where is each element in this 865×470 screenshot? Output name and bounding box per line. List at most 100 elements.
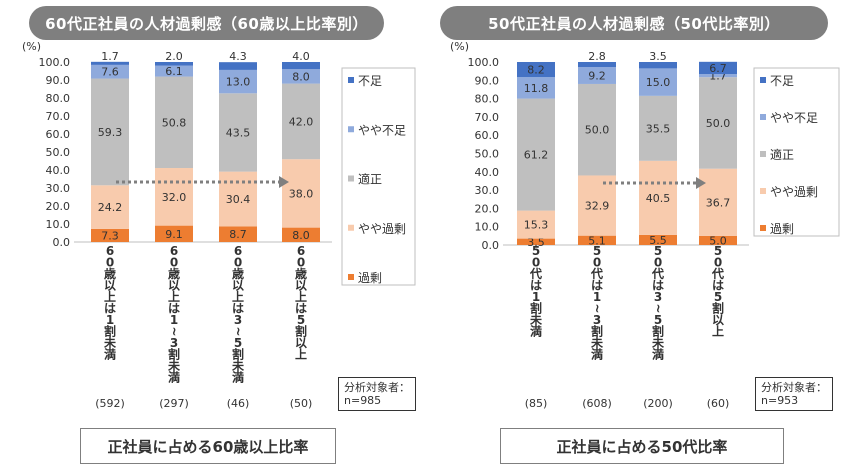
bar-segment (639, 68, 677, 96)
data-label: 8.0 (292, 229, 310, 242)
bar-segment (517, 238, 555, 245)
category-label-char: 割 (591, 324, 603, 339)
category-label-char: 3 (234, 313, 242, 327)
category-label-char: 割 (168, 347, 180, 362)
bar-segment (699, 77, 737, 169)
data-label: 5.5 (649, 234, 667, 247)
data-label: 59.3 (98, 126, 123, 139)
legend-label: やや不足 (358, 123, 406, 137)
category-label-char: 1 (593, 290, 601, 304)
bar-segment (578, 175, 616, 236)
category-label-char: ~ (651, 303, 665, 313)
category-label-char: 以 (295, 279, 307, 293)
category-label-char: 歳 (168, 266, 180, 281)
y-tick-label: 100.0 (39, 56, 71, 69)
category-label-char: 割 (295, 324, 307, 339)
data-label: 1.7 (101, 50, 119, 63)
category-label-char: 以 (104, 279, 116, 293)
category-label-char: 上 (295, 347, 307, 362)
category-label-char: ~ (231, 326, 245, 336)
bar-segment (219, 69, 257, 94)
category-label-char: は (295, 302, 307, 316)
legend-label: 適正 (770, 147, 794, 162)
legend-swatch (760, 114, 766, 120)
category-label-char: 0 (297, 256, 305, 270)
data-label: 61.2 (524, 149, 549, 162)
y-tick-label: 90.0 (46, 74, 71, 87)
category-label-char: 6 (106, 244, 114, 258)
bar-segment (578, 235, 616, 245)
y-tick-label: 10.0 (46, 218, 71, 231)
chart-1-x-axis-label: 正社員に占める60歳以上比率 (80, 428, 336, 464)
bar-segment (282, 62, 320, 70)
y-tick-label: 10.0 (475, 221, 500, 234)
category-label-char: 5 (297, 313, 305, 327)
data-label: 9.1 (165, 228, 183, 241)
y-tick-label: 0.0 (482, 239, 500, 252)
legend-label: やや過剰 (358, 222, 406, 236)
sample-count-label: (60) (707, 397, 730, 410)
bar-segment (219, 62, 257, 70)
data-label: 35.5 (646, 122, 671, 135)
sample-count-label: (200) (643, 397, 673, 410)
bar-segment (639, 234, 677, 245)
category-label-char: 割 (232, 347, 244, 362)
trend-arrow-head (696, 177, 706, 189)
category-label-char: 5 (234, 336, 242, 350)
category-label-char: 0 (170, 256, 178, 270)
y-tick-label: 50.0 (475, 148, 500, 161)
bar-segment (517, 98, 555, 211)
category-label-char: 5 (532, 244, 540, 258)
data-label: 36.7 (706, 196, 731, 209)
bar-segment (91, 61, 129, 65)
y-tick-label: 30.0 (46, 182, 71, 195)
category-label-char: は (168, 302, 180, 316)
bar-segment (578, 62, 616, 68)
category-label-char: ~ (167, 326, 181, 336)
category-label-char: ~ (590, 303, 604, 313)
legend-label: やや不足 (770, 111, 818, 125)
category-label-char: 3 (593, 313, 601, 327)
data-label: 3.5 (527, 236, 545, 249)
category-label-char: 満 (232, 370, 244, 385)
sample-count-label: (592) (95, 397, 125, 410)
category-label-char: 5 (654, 244, 662, 258)
legend-swatch (348, 77, 354, 83)
data-label: 5.0 (709, 234, 727, 247)
y-tick-label: 40.0 (46, 164, 71, 177)
legend-swatch (348, 224, 354, 231)
y-tick-label: 70.0 (46, 110, 71, 123)
category-label-char: 歳 (104, 266, 116, 281)
data-label: 42.0 (289, 115, 314, 128)
data-label: 50.0 (585, 124, 610, 137)
data-label: 32.9 (585, 200, 610, 213)
category-label-char: 5 (593, 244, 601, 258)
chart-1-title: 60代正社員の人材過剰感（60歳以上比率別） (29, 6, 384, 40)
category-label-char: は (530, 279, 542, 293)
category-label-char: は (104, 302, 116, 316)
data-label: 15.0 (646, 76, 671, 89)
bar-segment (91, 228, 129, 242)
legend-swatch (760, 151, 766, 157)
bar-segment (91, 78, 129, 186)
category-label-char: 0 (654, 256, 662, 270)
chart-1-sample-size-note: 分析対象者： n=985 (338, 377, 416, 411)
bar-segment (91, 185, 129, 229)
category-label-char: 1 (532, 290, 540, 304)
category-label-char: 以 (295, 336, 307, 350)
bar-segment (578, 67, 616, 84)
data-label: 50.8 (162, 116, 187, 129)
category-label-char: 割 (652, 324, 664, 339)
category-label-char: 代 (529, 266, 542, 281)
bar-segment (155, 76, 193, 169)
category-label-char: は (712, 279, 724, 293)
y-tick-label: 80.0 (475, 93, 500, 106)
legend-swatch (760, 188, 766, 194)
y-tick-label: 40.0 (475, 166, 500, 179)
data-label: 2.0 (165, 50, 183, 63)
data-label: 11.8 (524, 82, 549, 95)
